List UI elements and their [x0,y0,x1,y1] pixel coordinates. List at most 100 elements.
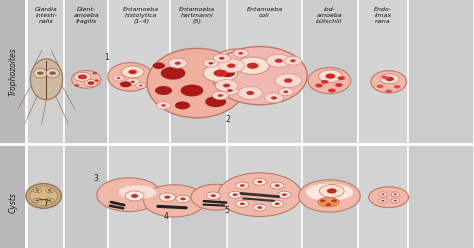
Bar [0,0,26,248]
Circle shape [257,181,262,183]
Circle shape [278,88,293,96]
Circle shape [156,102,171,109]
Circle shape [233,193,237,196]
Circle shape [176,195,190,203]
Circle shape [337,76,345,80]
Circle shape [78,74,87,79]
Circle shape [380,74,399,84]
Circle shape [326,203,331,206]
Circle shape [328,89,336,93]
Circle shape [227,89,233,92]
Circle shape [271,182,284,189]
Ellipse shape [371,71,406,93]
Circle shape [97,178,161,212]
Circle shape [206,192,220,199]
Text: Entamoeba
histolytica
(1–4): Entamoeba histolytica (1–4) [123,7,159,24]
Circle shape [121,66,144,78]
Circle shape [299,180,360,212]
Circle shape [213,54,230,63]
Circle shape [209,62,213,64]
Circle shape [33,188,42,193]
Circle shape [212,91,228,100]
Circle shape [218,173,301,217]
Circle shape [377,85,383,88]
Text: Trophozoites: Trophozoites [9,48,17,96]
Ellipse shape [30,186,57,206]
Circle shape [84,80,98,87]
Text: Iod-
amoeba
bütschlii: Iod- amoeba bütschlii [316,7,343,24]
Ellipse shape [212,47,307,105]
Bar [26,0,64,248]
Circle shape [253,178,266,185]
Circle shape [33,198,42,203]
Circle shape [203,64,237,82]
Circle shape [391,198,400,203]
Ellipse shape [30,59,63,100]
Circle shape [238,52,243,55]
Circle shape [36,189,39,191]
Circle shape [379,192,387,196]
Bar [408,0,474,248]
Text: Entamoeba
hartmanni
(5): Entamoeba hartmanni (5) [179,7,215,24]
Circle shape [74,84,79,87]
Circle shape [219,57,225,60]
Circle shape [321,80,328,84]
Text: Cysts: Cysts [9,192,17,213]
Bar [302,0,358,248]
Bar [108,0,170,248]
Text: 1: 1 [104,53,109,62]
Circle shape [274,184,280,187]
Circle shape [131,194,138,198]
Ellipse shape [108,63,153,91]
Circle shape [221,86,238,95]
Circle shape [214,70,227,77]
Circle shape [284,56,301,65]
Circle shape [94,79,99,82]
Circle shape [144,185,205,217]
Circle shape [315,84,323,88]
Circle shape [319,70,342,82]
Circle shape [236,57,269,74]
Circle shape [164,196,170,199]
Ellipse shape [34,68,47,78]
Circle shape [128,70,137,74]
Circle shape [168,58,187,68]
Circle shape [331,199,337,202]
Text: Dient-
amoeba
fragilis: Dient- amoeba fragilis [73,7,99,24]
Circle shape [320,199,326,202]
Circle shape [240,202,245,205]
Circle shape [275,74,301,88]
Text: 3: 3 [94,174,99,183]
Bar [227,0,302,248]
Circle shape [391,192,400,196]
Circle shape [205,96,226,107]
Circle shape [215,80,238,92]
Circle shape [394,193,397,195]
Text: Endo-
limax
nana: Endo- limax nana [374,7,392,24]
Ellipse shape [46,68,59,78]
Circle shape [155,86,172,95]
Circle shape [161,67,185,80]
Circle shape [382,193,384,195]
Circle shape [271,96,277,99]
Circle shape [120,81,131,87]
Circle shape [253,204,266,211]
Circle shape [223,84,230,88]
Circle shape [218,59,245,73]
Circle shape [238,87,263,99]
Circle shape [274,202,280,205]
Circle shape [257,206,262,209]
Ellipse shape [306,184,353,201]
Circle shape [325,73,335,79]
Circle shape [233,49,248,57]
Circle shape [283,91,288,93]
Circle shape [117,77,120,79]
Ellipse shape [72,70,101,88]
Circle shape [175,101,190,109]
Circle shape [87,81,95,85]
Text: 2: 2 [225,115,230,124]
Circle shape [382,76,388,79]
Circle shape [210,194,216,197]
Circle shape [218,94,223,97]
Circle shape [180,197,186,200]
